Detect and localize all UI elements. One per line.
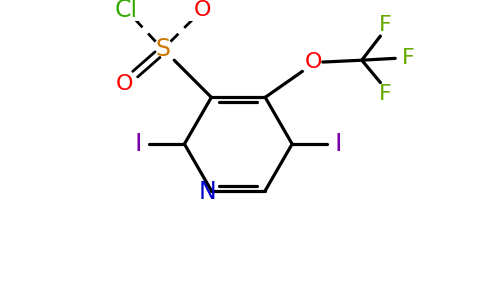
Text: O: O (116, 74, 134, 94)
Text: N: N (199, 180, 216, 204)
Text: F: F (378, 84, 392, 103)
Text: F: F (378, 15, 392, 35)
Text: O: O (193, 0, 211, 20)
Text: S: S (155, 37, 170, 61)
Text: I: I (134, 132, 142, 156)
Text: F: F (402, 48, 415, 68)
Text: Cl: Cl (114, 0, 137, 22)
Text: O: O (305, 52, 322, 72)
Text: I: I (335, 132, 342, 156)
